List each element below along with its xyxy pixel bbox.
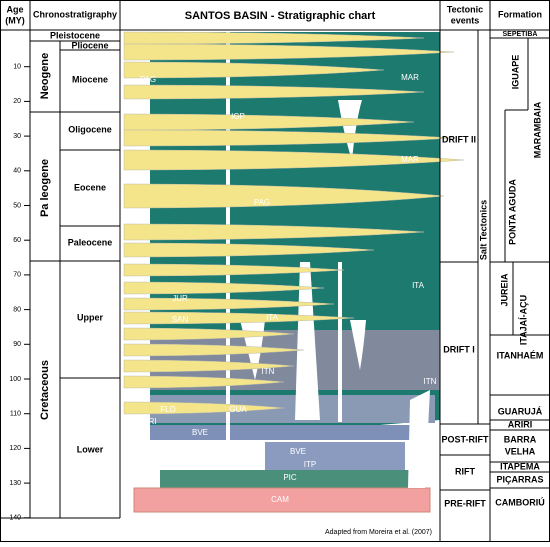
salt-tectonics: Salt Tectonics — [478, 200, 488, 260]
unit-label: PIC — [283, 473, 297, 482]
sand-lens — [123, 113, 415, 131]
unit-label: GUA — [229, 405, 247, 414]
unit-label: ITA — [266, 313, 279, 322]
tectonic-event: DRIFT I — [443, 344, 475, 354]
unit-label: PAG — [140, 75, 156, 84]
formation: ITAJAÍ-AÇU — [518, 295, 528, 345]
unit-label: JUR — [172, 294, 188, 303]
age-tick-label: 100 — [9, 376, 21, 383]
age-tick-label: 70 — [13, 272, 21, 279]
sand-lens — [123, 84, 425, 100]
formation: SEPETIBA — [502, 31, 537, 38]
unit-label: SAN — [172, 315, 189, 324]
tectonic-header: events — [451, 15, 480, 25]
formation: CAMBORIÚ — [495, 496, 545, 507]
tectonic-event: POST-RIFT — [442, 434, 490, 444]
sand-lens — [123, 43, 455, 61]
sand-lens — [123, 281, 325, 295]
age-header: (MY) — [5, 15, 25, 25]
age-tick-label: 90 — [13, 341, 21, 348]
age-tick-label: 120 — [9, 445, 21, 452]
unit-label: ITA — [412, 281, 425, 290]
unit-label: ARI — [143, 417, 156, 426]
unit-label: ITN — [262, 367, 275, 376]
chrono-header: Chronostratigraphy — [33, 9, 117, 19]
unit-label: BVE — [290, 447, 306, 456]
sand-lenses — [123, 31, 465, 415]
tectonic-header: Tectonic — [447, 4, 483, 14]
age-tick-label: 10 — [13, 64, 21, 71]
period: Cretaceous — [39, 360, 51, 420]
period: Pa leogene — [39, 159, 51, 217]
unit-label: MAR — [401, 155, 419, 164]
age-tick-label: 80 — [13, 306, 21, 313]
age-tick-label: 50 — [13, 202, 21, 209]
sand-lens — [123, 375, 285, 389]
formation-header: Formation — [498, 9, 542, 19]
formation: JUREIA — [499, 273, 509, 307]
epoch: Oligocene — [68, 124, 112, 134]
unit-label: PAG — [254, 198, 270, 207]
age-tick-label: 30 — [13, 133, 21, 140]
sand-lens — [123, 31, 425, 45]
formation: PIÇARRAS — [496, 474, 543, 484]
unit-label: MAR — [401, 73, 419, 82]
age-tick-label: 130 — [9, 480, 21, 487]
epoch: Eocene — [74, 182, 106, 192]
formation: BARRA — [504, 434, 537, 444]
epoch: Miocene — [72, 74, 108, 84]
sand-lens — [123, 242, 375, 258]
epoch: Paleocene — [68, 237, 113, 247]
epoch: Pleistocene — [50, 30, 100, 40]
epoch: Upper — [77, 312, 104, 322]
chart-labels: PAG MAR IGP MAR PAG ITA JUR SAN ITA ITN ITN FLO ARI G… — [140, 73, 437, 504]
unit-label: CAM — [271, 495, 289, 504]
formation: VELHA — [505, 446, 536, 456]
tectonic-event: PRE-RIFT — [444, 498, 486, 508]
unit-label: ITP — [304, 460, 316, 469]
unit-label: ITN — [424, 377, 437, 386]
sand-lens — [123, 401, 285, 415]
unit-label: FLO — [160, 405, 176, 414]
formation: ARIRI — [508, 419, 533, 429]
sand-lens — [123, 343, 305, 357]
age-header: Age — [6, 4, 23, 14]
unit-label: BVE — [192, 428, 208, 437]
tectonic-event: DRIFT II — [442, 134, 476, 144]
formation: PONTA AGUDA — [507, 179, 517, 245]
formation: GUARUJÁ — [498, 406, 543, 416]
epoch: Lower — [77, 444, 104, 454]
sand-lens — [123, 297, 335, 311]
sand-lens — [123, 327, 295, 341]
formation: IGUAPE — [510, 55, 520, 90]
formation: ITAPEMA — [500, 461, 540, 471]
unit-label: IGP — [231, 112, 245, 121]
sand-lens — [123, 311, 355, 325]
tectonic-event: RIFT — [455, 466, 475, 476]
sand-lens — [123, 223, 425, 241]
age-tick-label: 40 — [13, 168, 21, 175]
sand-lens — [123, 183, 445, 209]
sand-lens — [123, 129, 455, 147]
formation: MARAMBAIA — [532, 101, 542, 158]
epoch: Pliocene — [71, 40, 108, 50]
period: Neogene — [39, 53, 51, 99]
sand-lens — [123, 61, 385, 79]
sand-lens — [123, 359, 295, 373]
credit: Adapted from Moreira et al. (2007) — [325, 529, 432, 536]
sand-lens — [123, 149, 465, 171]
epoch-rules — [30, 37, 550, 491]
title: SANTOS BASIN - Stratigraphic chart — [185, 10, 376, 22]
age-tick-label: 140 — [9, 515, 21, 522]
formation: ITANHAÉM — [497, 350, 544, 360]
sand-lens — [123, 263, 345, 277]
age-tick-label: 20 — [13, 98, 21, 105]
age-tick-label: 110 — [10, 411, 21, 418]
age-tick-label: 60 — [13, 237, 21, 244]
